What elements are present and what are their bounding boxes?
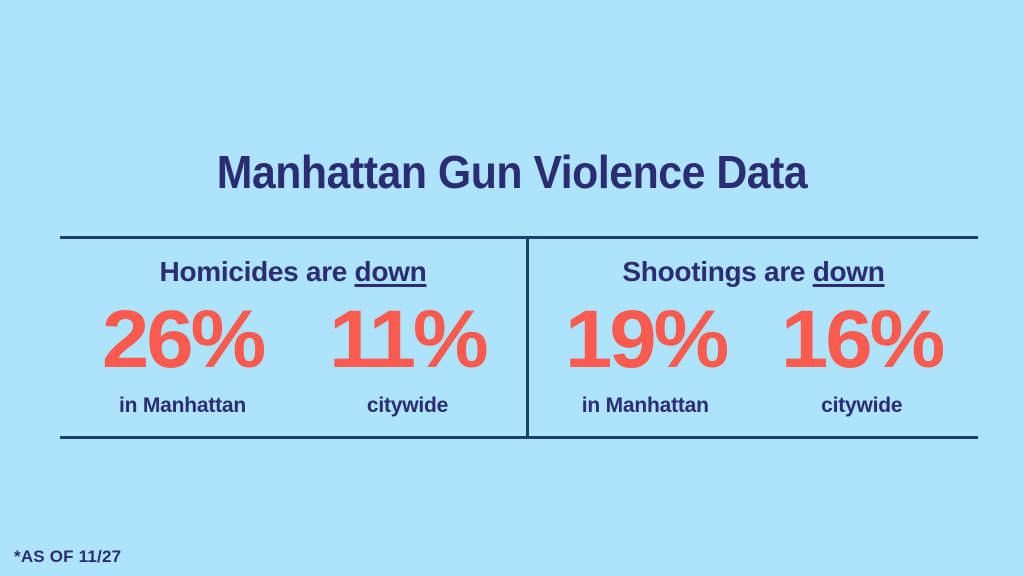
stat-caption: citywide: [821, 394, 903, 417]
stat-value: 19%: [564, 294, 729, 385]
stat-homicides-manhattan: 26% in Manhattan: [70, 297, 295, 418]
divider-vertical: [526, 236, 529, 439]
divider-top: [60, 236, 978, 239]
stats-row-homicides: 26% in Manhattan 11% citywide: [60, 297, 526, 418]
panel-heading-shootings: Shootings are down: [529, 255, 978, 289]
page-title: Manhattan Gun Violence Data: [216, 146, 808, 198]
panel-heading-prefix: Homicides are: [159, 256, 355, 287]
panel-heading-emphasis: down: [354, 256, 427, 287]
panel-heading-prefix: Shootings are: [622, 256, 813, 287]
stat-panel-homicides: Homicides are down 26% in Manhattan 11% …: [60, 236, 526, 436]
stat-value: 16%: [781, 294, 945, 385]
stat-panel-shootings: Shootings are down 19% in Manhattan 16% …: [529, 236, 978, 436]
stat-caption: in Manhattan: [118, 394, 247, 417]
stat-caption: citywide: [366, 394, 449, 417]
panel-heading-homicides: Homicides are down: [60, 255, 526, 289]
stat-value: 11%: [329, 294, 489, 385]
divider-bottom: [60, 436, 978, 439]
stats-row-shootings: 19% in Manhattan 16% citywide: [529, 297, 978, 418]
panel-heading-emphasis: down: [812, 256, 885, 287]
stat-homicides-citywide: 11% citywide: [295, 297, 520, 418]
stat-shootings-citywide: 16% citywide: [754, 297, 971, 418]
footnote: *AS OF 11/27: [14, 547, 122, 566]
stat-value: 26%: [101, 294, 266, 385]
stat-shootings-manhattan: 19% in Manhattan: [537, 297, 754, 418]
stat-caption: in Manhattan: [581, 394, 709, 417]
